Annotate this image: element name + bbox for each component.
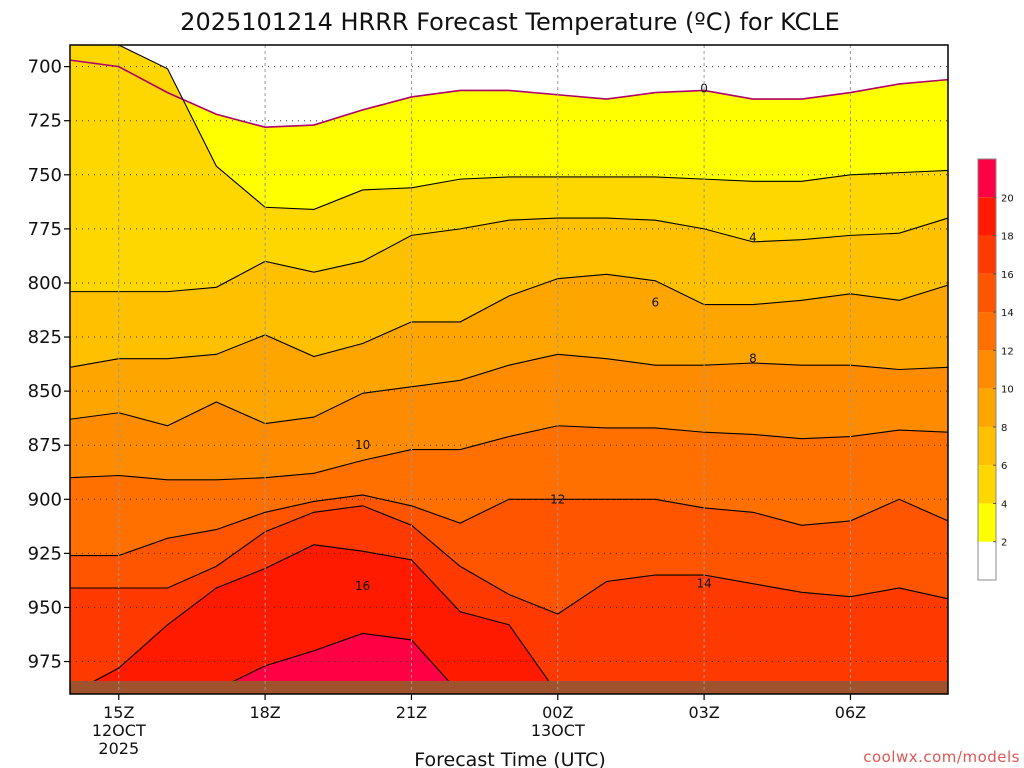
band-above-18 xyxy=(70,633,948,694)
colorbar-segment-8 xyxy=(978,235,996,274)
chart-title: 2025101214 HRRR Forecast Temperature (ºC… xyxy=(180,8,840,36)
y-tick-label-925: 925 xyxy=(28,543,62,564)
band-above-16 xyxy=(70,544,948,694)
contour-label-12: 12 xyxy=(550,492,565,506)
contour-label-6: 6 xyxy=(652,295,660,309)
x-tick-label-1: 15Z xyxy=(103,703,134,722)
colorbar-segment-7 xyxy=(978,273,996,313)
x-tick-label-7: 21Z xyxy=(396,703,427,722)
contour-4 xyxy=(70,217,949,293)
colorbar-segment-5 xyxy=(978,350,996,389)
contour-label-16: 16 xyxy=(355,579,370,593)
y-axis: 700 725 750 775 800 825 850 875 900 925 950 975 xyxy=(28,57,70,673)
x-tick-label-10: 00Z xyxy=(542,703,573,722)
colorbar-segment-6 xyxy=(978,312,996,351)
y-tick-label-950: 950 xyxy=(28,597,62,618)
x-tick-label-16: 06Z xyxy=(835,703,866,722)
colorbar-segment-1 xyxy=(978,503,996,542)
credit-text: coolwx.com/models xyxy=(863,748,1020,766)
colorbar-segment-9 xyxy=(978,197,996,236)
x-date-label-0-1: 2025 xyxy=(98,739,139,758)
colorbar-segment-2 xyxy=(978,465,996,504)
colorbar-label-8: 8 xyxy=(1001,423,1007,434)
colorbar-label-20: 20 xyxy=(1001,193,1014,204)
plot-frame xyxy=(69,44,949,695)
x-date-label-0-0: 12OCT xyxy=(92,721,146,740)
colorbar-segment-4 xyxy=(978,388,996,427)
x-date-label-1-0: 13OCT xyxy=(531,721,585,740)
contour-6 xyxy=(69,273,949,368)
x-tick-label-4: 18Z xyxy=(249,703,280,722)
y-tick-label-975: 975 xyxy=(28,652,62,673)
colorbar-label-12: 12 xyxy=(1001,346,1014,357)
y-tick-label-800: 800 xyxy=(28,273,62,294)
contour-label-4: 4 xyxy=(749,231,757,245)
contour-8 xyxy=(69,353,949,427)
colorbar-label-6: 6 xyxy=(1001,461,1007,472)
contour-2 xyxy=(70,44,949,210)
y-tick-label-725: 725 xyxy=(28,111,62,132)
contour-10 xyxy=(69,425,949,481)
colorbar-label-2: 2 xyxy=(1001,538,1007,549)
colorbar-label-10: 10 xyxy=(1001,385,1014,396)
y-tick-label-875: 875 xyxy=(28,435,62,456)
plot-area: 046810121416 xyxy=(69,44,949,695)
x-axis-label: Forecast Time (UTC) xyxy=(414,749,605,768)
contour-0 xyxy=(69,59,949,129)
contour-label-14: 14 xyxy=(696,577,711,591)
ground-strip xyxy=(70,681,948,694)
colorbar-label-4: 4 xyxy=(1001,499,1007,510)
contour-label-10: 10 xyxy=(355,438,370,452)
colorbar-segment-0 xyxy=(978,541,996,580)
contour-14 xyxy=(70,505,949,615)
y-tick-label-750: 750 xyxy=(28,165,62,186)
colorbar-label-16: 16 xyxy=(1001,270,1014,281)
colorbar: 2 4 6 8 10 12 14 16 18 20 xyxy=(977,158,1014,581)
colorbar-label-18: 18 xyxy=(1001,232,1014,243)
colorbar-segment-10 xyxy=(978,159,996,198)
y-tick-label-825: 825 xyxy=(28,327,62,348)
x-tick-label-13: 03Z xyxy=(688,703,719,722)
y-tick-label-775: 775 xyxy=(28,219,62,240)
y-tick-label-700: 700 xyxy=(28,57,62,78)
colorbar-frame xyxy=(977,158,997,581)
y-tick-label-850: 850 xyxy=(28,381,62,402)
colorbar-segment-3 xyxy=(978,426,996,466)
colorbar-label-14: 14 xyxy=(1001,308,1014,319)
contour-label-8: 8 xyxy=(749,352,757,366)
y-tick-label-900: 900 xyxy=(28,489,62,510)
